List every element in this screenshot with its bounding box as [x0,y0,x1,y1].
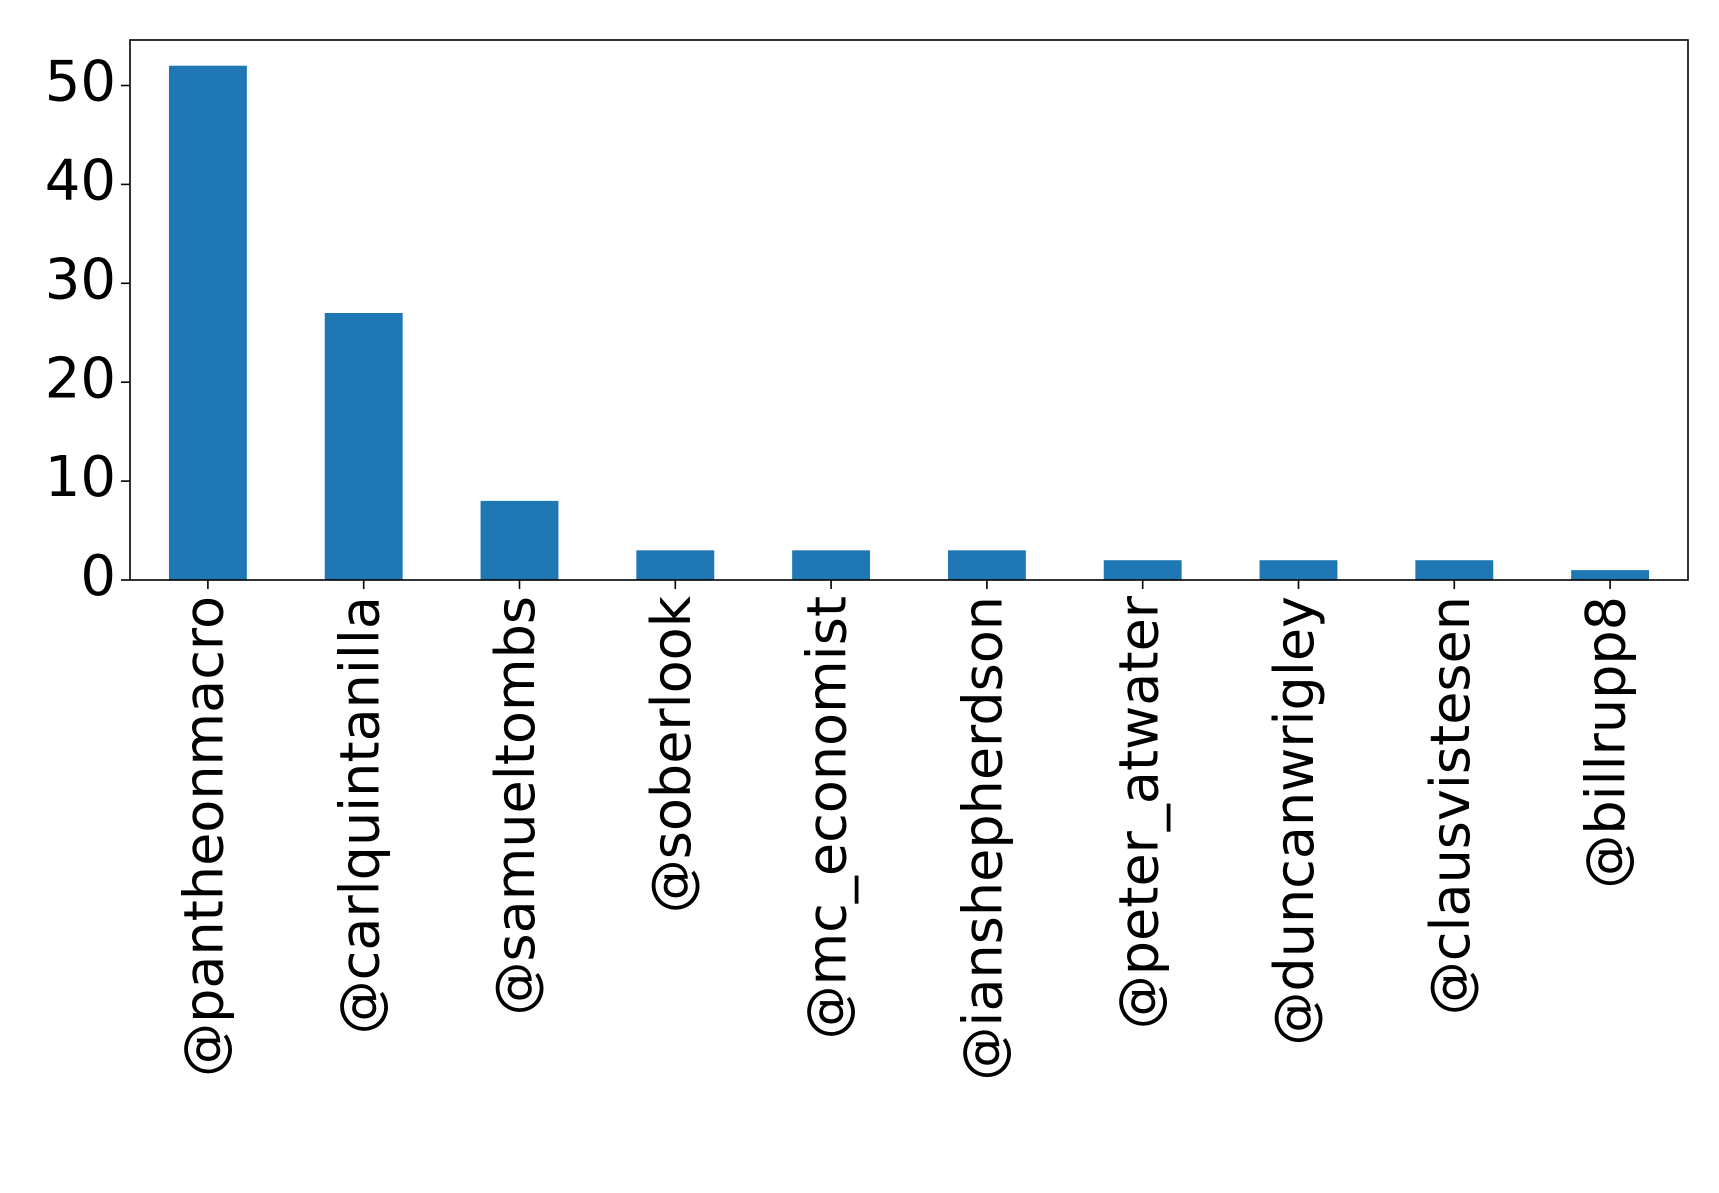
x-tick-label: @mc_economist [796,596,859,1039]
bars-group [168,65,1650,580]
x-tick-label: @clausvistesen [1419,596,1482,1015]
bar-carlquintanilla [324,312,403,580]
plot-frame [129,39,1689,581]
x-tick-label: @billrupp8 [1575,596,1638,889]
bar-clausvistesen [1415,560,1494,580]
x-tick-label: @pantheonmacro [173,596,236,1077]
x-tick-label: @ianshepherdson [952,596,1015,1081]
x-tick-label: @soberlook [640,595,703,913]
x-tick-label: @carlquintanilla [328,596,391,1034]
bar-samueltombs [480,500,559,580]
bar-soberlook [636,550,715,580]
y-tick-label: 30 [45,247,116,312]
bar-duncanwrigley [1259,560,1338,580]
bar-pantheonmacro [168,65,247,580]
y-tick-label: 50 [45,50,116,115]
bar-billrupp8 [1571,570,1650,580]
x-tick-label: @duncanwrigley [1263,596,1326,1046]
x-tick-label: @peter_atwater [1107,595,1170,1029]
y-tick-label: 10 [45,445,116,510]
bar-ianshepherdson [947,550,1026,580]
bar-peter_atwater [1103,560,1182,580]
x-axis: @pantheonmacro @carlquintanilla @samueltom… [173,580,1638,1081]
x-tick-label: @samueltombs [484,596,547,1016]
y-axis: 0 10 20 30 40 50 [45,50,130,609]
y-tick-label: 20 [45,346,116,411]
y-tick-label: 0 [80,544,116,609]
y-tick-label: 40 [45,149,116,214]
bar-mc_economist [792,550,871,580]
